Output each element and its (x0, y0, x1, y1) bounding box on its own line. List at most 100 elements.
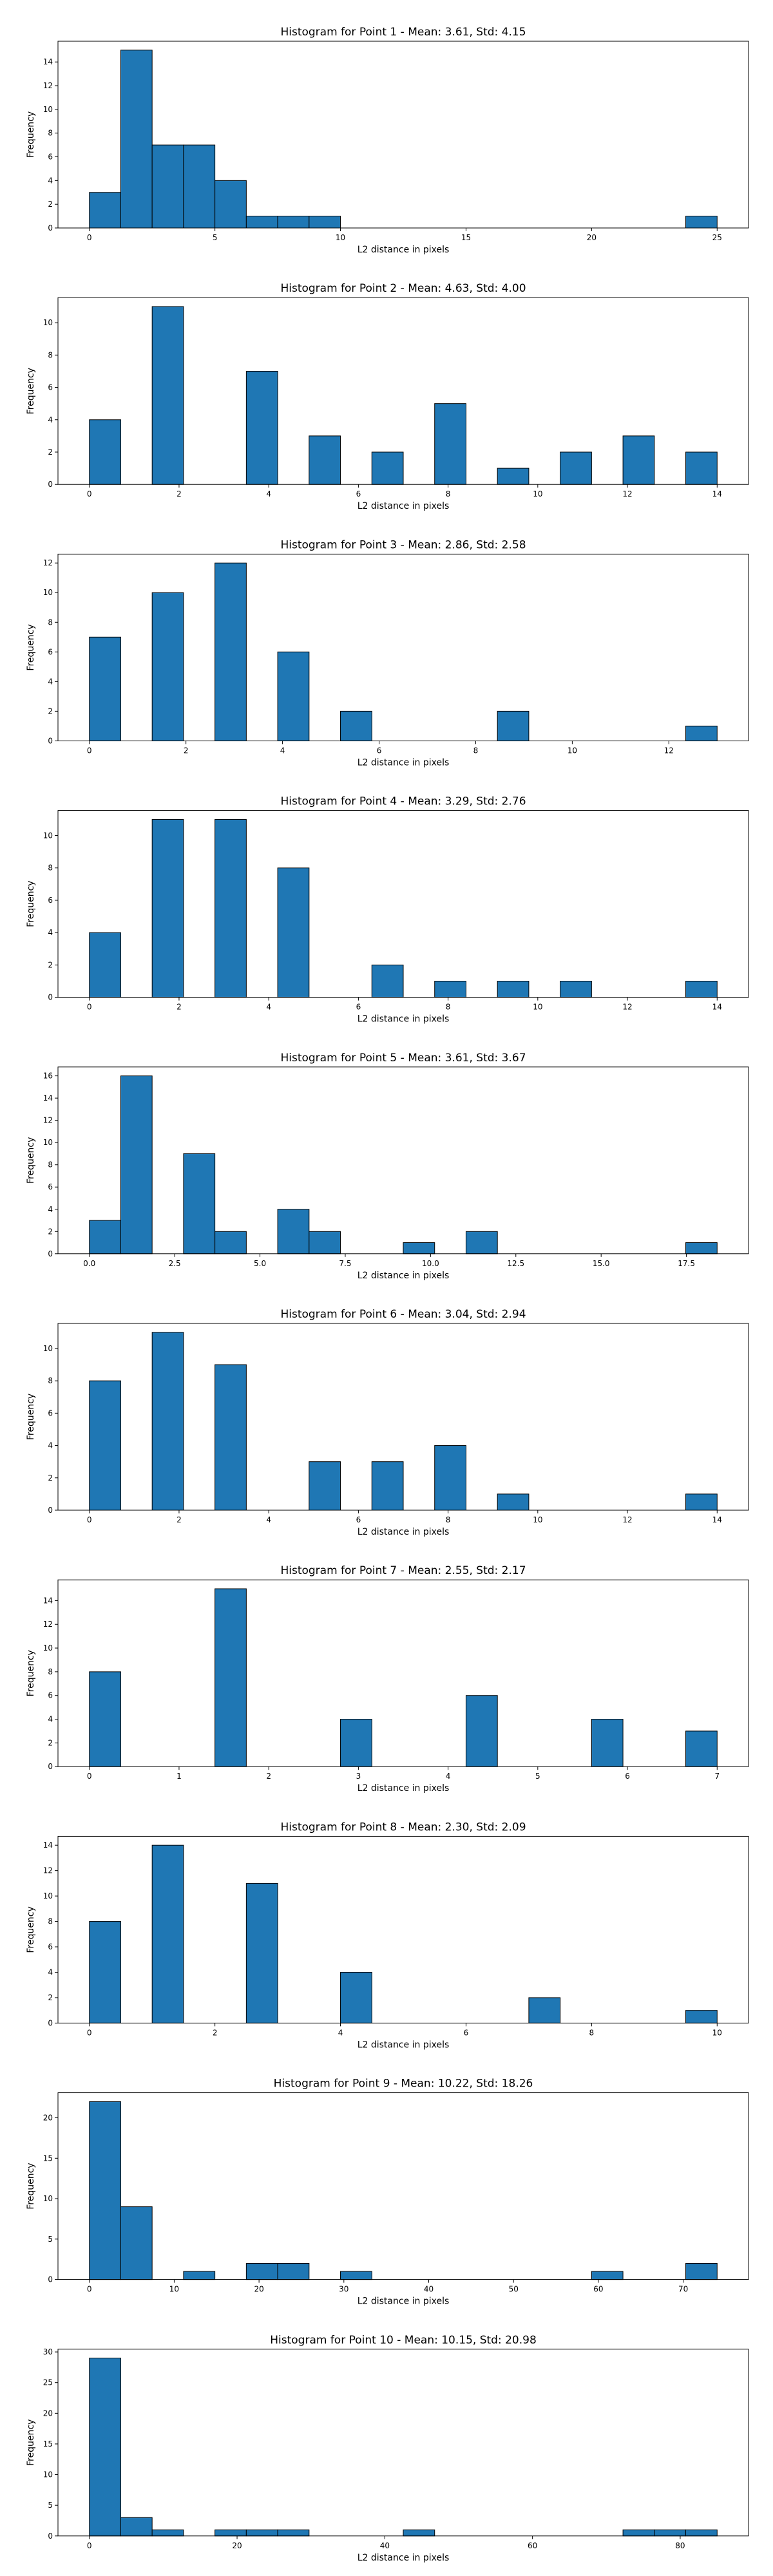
chart-title: Histogram for Point 7 - Mean: 2.55, Std:… (280, 1564, 526, 1577)
y-tick-label: 0 (48, 2532, 53, 2541)
histogram-bar (371, 1461, 404, 1511)
histogram-bar (245, 216, 278, 229)
y-tick-label: 12 (43, 1116, 53, 1125)
histogram-bar (89, 1380, 121, 1511)
x-tick-label: 10 (533, 1515, 542, 1524)
histogram-bar (622, 435, 655, 485)
x-tick-label: 12 (664, 746, 674, 755)
y-tick-label: 2 (48, 706, 53, 715)
histogram-bar (497, 980, 530, 998)
x-tick-label: 6 (356, 1003, 361, 1012)
y-tick-label: 6 (48, 153, 53, 162)
x-tick-label: 25 (712, 233, 722, 242)
x-tick-label: 80 (675, 2541, 685, 2550)
x-tick-label: 10 (533, 489, 542, 498)
y-tick-label: 10 (43, 1891, 53, 1900)
y-tick-label: 12 (43, 1866, 53, 1875)
plot-frame (57, 553, 749, 741)
x-tick-label: 4 (266, 489, 271, 498)
y-tick-label: 14 (43, 57, 53, 66)
y-tick-label: 6 (48, 896, 53, 905)
x-tick-label: 8 (589, 2028, 595, 2037)
y-tick-label: 4 (48, 677, 53, 686)
histogram-bar (654, 2529, 687, 2537)
histogram-bar (277, 216, 310, 229)
plot-frame (57, 2349, 749, 2537)
x-tick-label: 30 (339, 2285, 348, 2294)
chart-title: Histogram for Point 2 - Mean: 4.63, Std:… (280, 282, 526, 295)
y-tick-label: 2 (48, 1227, 53, 1236)
y-tick-label: 10 (43, 1643, 53, 1653)
histogram-bar (371, 451, 404, 485)
histogram-bar (245, 370, 278, 485)
x-axis-label: L2 distance in pixels (358, 245, 450, 255)
histogram-bar (89, 1671, 121, 1767)
chart-title: Histogram for Point 3 - Mean: 2.86, Std:… (280, 538, 526, 551)
x-axis-label: L2 distance in pixels (358, 1271, 450, 1281)
y-axis-label: Frequency (26, 880, 36, 927)
histogram-bar (215, 2529, 247, 2537)
x-axis-label: L2 distance in pixels (358, 1014, 450, 1025)
x-tick-label: 5.0 (254, 1259, 266, 1268)
x-tick-label: 70 (678, 2285, 688, 2294)
y-tick-label: 2 (48, 960, 53, 969)
histogram-bar (151, 2529, 184, 2537)
y-tick-label: 30 (43, 2347, 53, 2356)
histogram-panel-9: Histogram for Point 9 - Mean: 10.22, Std… (26, 2078, 749, 2307)
x-tick-label: 8 (446, 489, 451, 498)
y-tick-label: 8 (48, 1376, 53, 1385)
x-tick-label: 2 (177, 489, 182, 498)
histogram-bar (89, 636, 121, 741)
x-tick-label: 2.5 (169, 1259, 181, 1268)
y-tick-label: 12 (43, 558, 53, 567)
histogram-bar (120, 1075, 153, 1255)
y-tick-label: 10 (43, 105, 53, 114)
y-tick-label: 0 (48, 2018, 53, 2027)
histogram-bar (183, 144, 216, 229)
x-tick-label: 2 (177, 1003, 182, 1012)
histogram-bar (309, 435, 341, 485)
y-tick-label: 2 (48, 200, 53, 209)
histogram-bar (245, 1882, 278, 2023)
y-tick-label: 16 (43, 1072, 53, 1081)
histogram-panel-8: Histogram for Point 8 - Mean: 2.30, Std:… (26, 1821, 749, 2050)
histogram-bar (465, 1231, 498, 1255)
histogram-bar (560, 451, 592, 485)
histogram-panel-10: Histogram for Point 10 - Mean: 10.15, St… (26, 2334, 749, 2563)
histogram-bar (497, 710, 530, 741)
histogram-bar (215, 1588, 247, 1767)
histogram-bar (183, 1153, 216, 1255)
histogram-panel-7: Histogram for Point 7 - Mean: 2.55, Std:… (26, 1564, 749, 1794)
histogram-panel-4: Histogram for Point 4 - Mean: 3.29, Std:… (26, 795, 749, 1025)
histogram-bar (215, 562, 247, 741)
x-tick-label: 15 (461, 233, 471, 242)
y-tick-label: 4 (48, 928, 53, 937)
x-tick-label: 7.5 (339, 1259, 351, 1268)
x-tick-label: 4 (280, 746, 285, 755)
x-tick-label: 20 (254, 2285, 263, 2294)
y-tick-label: 8 (48, 1917, 53, 1926)
histogram-bar (215, 1231, 247, 1255)
chart-title: Histogram for Point 4 - Mean: 3.29, Std:… (280, 795, 526, 808)
y-tick-label: 4 (48, 1715, 53, 1724)
y-tick-label: 10 (43, 588, 53, 597)
histogram-bar (434, 980, 466, 998)
x-tick-label: 5 (213, 233, 218, 242)
y-axis-label: Frequency (26, 2420, 36, 2466)
y-tick-label: 8 (48, 864, 53, 873)
x-tick-label: 10 (568, 746, 577, 755)
histogram-bar (89, 1921, 121, 2023)
x-axis-label: L2 distance in pixels (358, 1783, 450, 1794)
y-tick-label: 10 (43, 2470, 53, 2479)
y-axis-label: Frequency (26, 1906, 36, 1953)
plot-frame (57, 1579, 749, 1767)
histogram-bar (309, 216, 341, 229)
histogram-bar (89, 2101, 121, 2280)
x-tick-label: 14 (712, 489, 722, 498)
y-tick-label: 8 (48, 129, 53, 138)
x-tick-label: 7 (714, 1772, 720, 1781)
histogram-bar (685, 2010, 718, 2023)
chart-title: Histogram for Point 9 - Mean: 10.22, Std… (274, 2078, 533, 2090)
y-tick-label: 10 (43, 831, 53, 840)
x-tick-label: 4 (266, 1515, 271, 1524)
